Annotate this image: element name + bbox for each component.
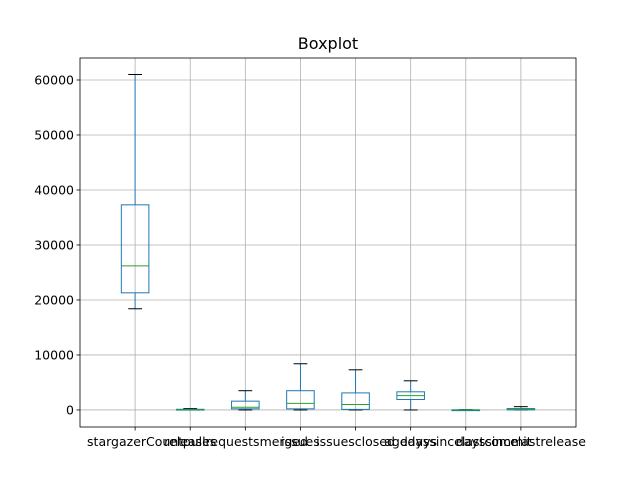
grid-lines — [80, 58, 576, 427]
box-agedays — [396, 380, 425, 411]
y-tick-label: 50000 — [34, 127, 74, 142]
box-issues — [286, 363, 315, 411]
x-tick-label: agedays — [384, 434, 437, 449]
iqr-box — [231, 400, 260, 410]
box-releases — [175, 408, 205, 411]
y-tick-label: 40000 — [34, 182, 74, 197]
y-tick-label: 0 — [66, 402, 74, 417]
box-dayssincelastcommit — [451, 409, 481, 412]
x-tick-label: issues — [281, 434, 320, 449]
x-tick-label: issuesclosed — [316, 434, 395, 449]
box-stargazerCount — [120, 73, 150, 310]
x-tick-label: stargazerCount — [87, 434, 183, 449]
iqr-box — [120, 204, 150, 294]
y-tick-label: 30000 — [34, 237, 74, 252]
chart-title: Boxplot — [298, 34, 358, 53]
y-tick-label: 10000 — [34, 347, 74, 362]
y-tick-label: 60000 — [34, 72, 74, 87]
y-axis: 0 10000 20000 30000 40000 50000 60000 — [34, 72, 80, 417]
x-tick-label: dayssincelastrelease — [456, 434, 586, 449]
box-dayssincelastrelease — [506, 406, 536, 411]
x-axis: stargazerCountreleasespullrequestsmerged… — [87, 427, 586, 449]
box-pullrequestsmerged — [231, 390, 260, 411]
box-issuesclosed — [341, 369, 370, 411]
x-tick-label: pullrequestsmerged — [183, 434, 308, 449]
y-tick-label: 20000 — [34, 292, 74, 307]
x-tick-label: dayssincelastcommit — [400, 434, 532, 449]
axes-frame — [79, 57, 577, 428]
boxes-group — [120, 73, 536, 412]
iqr-box — [286, 390, 315, 410]
x-tick-label: releases — [164, 434, 216, 449]
iqr-box — [341, 392, 370, 410]
